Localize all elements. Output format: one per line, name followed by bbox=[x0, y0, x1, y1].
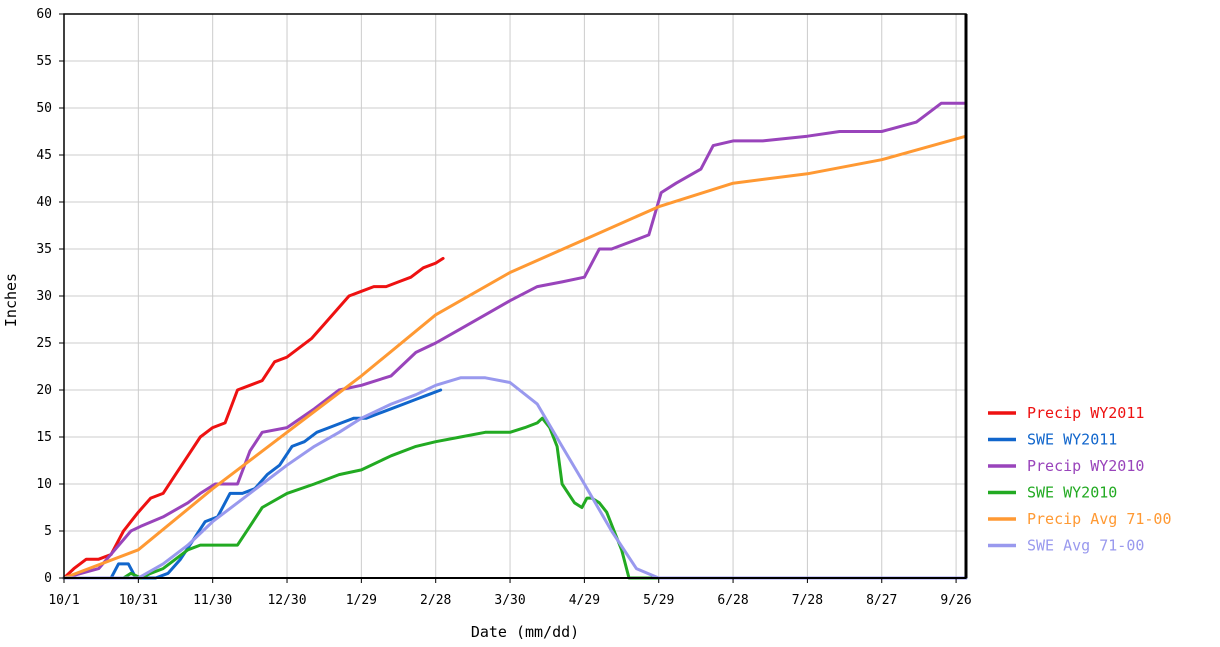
y-tick-label: 35 bbox=[36, 242, 52, 257]
y-tick-label: 40 bbox=[36, 195, 52, 210]
legend: Precip WY2011 SWE WY2011 Precip WY2010 SWE … bbox=[988, 404, 1172, 555]
x-tick-label: 12/30 bbox=[267, 593, 306, 608]
x-tick-label: 10/1 bbox=[48, 593, 79, 608]
x-tick-label: 3/30 bbox=[494, 593, 525, 608]
x-tick-label: 10/31 bbox=[119, 593, 158, 608]
x-tick-label: 5/29 bbox=[643, 593, 674, 608]
x-tick-label: 1/29 bbox=[346, 593, 377, 608]
series-line-swe-avg-71-00 bbox=[62, 376, 968, 580]
legend-label-swe-wy2010: SWE WY2010 bbox=[1027, 484, 1117, 502]
tick-labels: 0 5 10 15 20 25 30 35 40 45 50 55 60 10/1 10/31 11/30 12… bbox=[36, 7, 971, 608]
y-tick-label: 45 bbox=[36, 148, 52, 163]
x-tick-label: 6/28 bbox=[717, 593, 748, 608]
x-tick-label: 2/28 bbox=[420, 593, 451, 608]
series-line-precip-wy2010 bbox=[62, 101, 968, 580]
y-tick-label: 30 bbox=[36, 289, 52, 304]
series-lines bbox=[62, 101, 968, 580]
x-tick-label: 8/27 bbox=[866, 593, 897, 608]
legend-label-swe-wy2011: SWE WY2011 bbox=[1027, 431, 1117, 449]
y-axis-title: Inches bbox=[2, 273, 20, 327]
x-tick-label: 11/30 bbox=[193, 593, 232, 608]
y-tick-label: 60 bbox=[36, 7, 52, 22]
y-tick-label: 0 bbox=[44, 571, 52, 586]
x-axis-title: Date (mm/dd) bbox=[471, 623, 579, 641]
legend-label-precip-wy2010: Precip WY2010 bbox=[1027, 457, 1144, 475]
y-tick-label: 55 bbox=[36, 54, 52, 69]
x-tick-label: 4/29 bbox=[569, 593, 600, 608]
y-tick-label: 5 bbox=[44, 524, 52, 539]
y-tick-label: 15 bbox=[36, 430, 52, 445]
legend-label-precip-wy2011: Precip WY2011 bbox=[1027, 404, 1144, 422]
series-line-precip-avg-71-00 bbox=[62, 134, 968, 580]
y-tick-label: 50 bbox=[36, 101, 52, 116]
x-tick-label: 7/28 bbox=[792, 593, 823, 608]
x-tick-label: 9/26 bbox=[940, 593, 971, 608]
y-tick-label: 10 bbox=[36, 477, 52, 492]
legend-label-swe-avg-71-00: SWE Avg 71-00 bbox=[1027, 537, 1144, 555]
series-line-precip-wy2011 bbox=[62, 256, 445, 580]
plot-frame bbox=[59, 13, 968, 583]
grid-lines bbox=[64, 14, 966, 578]
y-tick-label: 20 bbox=[36, 383, 52, 398]
legend-label-precip-avg-71-00: Precip Avg 71-00 bbox=[1027, 510, 1172, 528]
y-tick-label: 25 bbox=[36, 336, 52, 351]
